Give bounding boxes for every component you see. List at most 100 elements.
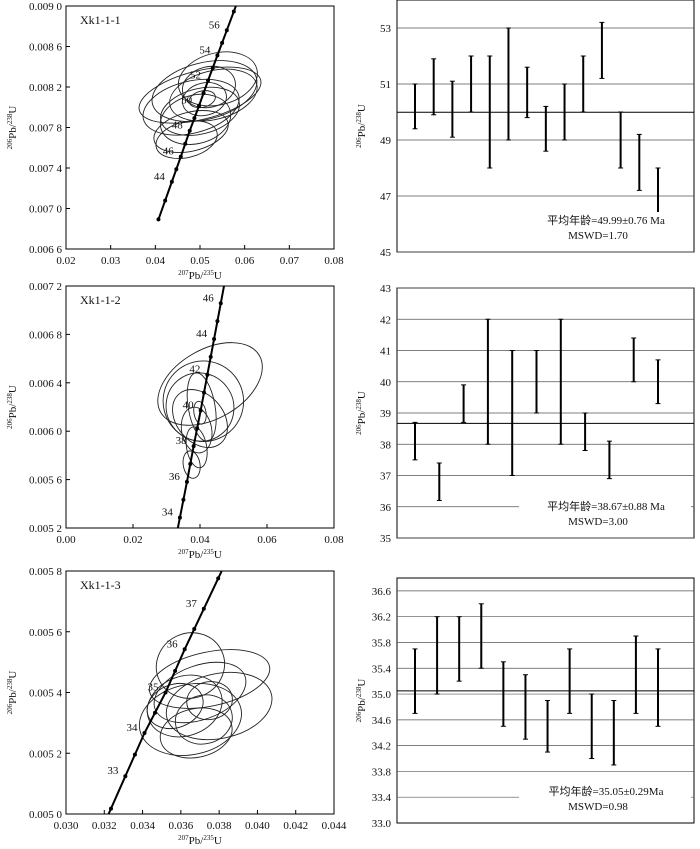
concordia-age-label: 52	[190, 70, 201, 82]
x-tick-label: 0.030	[54, 820, 79, 832]
concordia-tick-dot	[224, 28, 229, 33]
x-axis-label-part: 207	[178, 548, 189, 556]
y-tick-label: 35.0	[372, 689, 392, 701]
y-axis-label-part: Pb/	[356, 409, 368, 425]
x-tick-label: 0.034	[130, 820, 155, 832]
concordia-age-label: 46	[203, 292, 215, 304]
concordia-panel-1: 0.02 0.03 0.04 0.05 0.06 0.07 0.08 0.006 6 0.007…	[29, 1, 344, 267]
x-axis-label-text: 207Pb/235U	[178, 269, 222, 282]
sample-label: Xk1-1-1	[80, 13, 121, 27]
y-axis-label-text: 206Pb/238U	[355, 679, 368, 723]
y-axis-label: 206Pb/238U	[355, 679, 368, 723]
concordia-age-label: 36	[169, 471, 181, 483]
x-axis-label-part: U	[214, 270, 222, 282]
y-axis-label-part: Pb/	[7, 123, 19, 139]
x-tick-label: 0.03	[101, 255, 121, 267]
x-axis-label-part: 235	[203, 548, 214, 556]
y-tick-label: 0.005 4	[29, 688, 63, 700]
error-ellipse	[142, 78, 240, 136]
y-tick-label: 45	[380, 247, 392, 259]
concordia-tick-dot	[132, 752, 137, 757]
concordia-tick-dot	[215, 319, 220, 324]
y-tick-label: 41	[380, 346, 391, 358]
concordia-age-label: 44	[196, 328, 208, 340]
concordia-tick-dot	[205, 372, 210, 377]
x-tick-label: 0.044	[322, 820, 347, 832]
y-tick-label: 0.008 2	[29, 82, 62, 94]
y-axis-label-part: U	[7, 106, 19, 114]
plot-frame	[65, 5, 335, 250]
y-tick-label: 0.007 2	[29, 281, 62, 293]
concordia-age-label: 44	[154, 171, 166, 183]
concordia-age-label: 33	[107, 765, 119, 777]
y-tick-label: 0.006 4	[29, 378, 63, 390]
x-tick-label: 0.038	[207, 820, 232, 832]
concordia-tick-dot	[184, 479, 189, 484]
concordia-tick-dot	[178, 154, 183, 159]
concordia-tick-dot	[218, 301, 223, 306]
weighted-mean-panel-2: 35 36 37 38 39 40 41 42 43 平均年龄=38.67±0.88 Ma MSWD…	[380, 283, 695, 545]
concordia-tick-dot	[220, 40, 225, 45]
y-tick-label: 0.007 0	[29, 204, 63, 216]
concordia-tick-dot	[216, 576, 221, 581]
y-axis-label-part: 238	[355, 399, 363, 410]
concordia-tick-dot	[169, 179, 174, 184]
y-axis-label: 206Pb/238U	[355, 391, 368, 435]
x-tick-label: 0.00	[56, 534, 76, 546]
annotation-background	[519, 212, 691, 244]
y-tick-label: 0.005 0	[29, 809, 63, 821]
concordia-age-label: 40	[183, 399, 195, 411]
y-tick-label: 34.6	[372, 715, 392, 727]
error-ellipse	[146, 674, 223, 738]
y-axis-label-part: U	[356, 679, 368, 687]
concordia-tick-dot	[163, 198, 168, 203]
y-tick-label: 0.005 2	[29, 523, 62, 535]
y-tick-label: 42	[380, 314, 391, 326]
sample-label: Xk1-1-3	[80, 578, 121, 592]
x-axis-label-part: 235	[203, 834, 214, 842]
y-tick-label: 0.007 8	[29, 123, 63, 135]
annotation-background	[519, 783, 691, 815]
y-tick-label: 33.4	[372, 792, 392, 804]
error-ellipse	[153, 110, 229, 153]
concordia-tick-dot	[142, 731, 147, 735]
y-tick-label: 39	[380, 408, 392, 420]
x-tick-label: 0.05	[190, 255, 210, 267]
concordia-age-label: 36	[167, 638, 179, 650]
y-tick-label: 36.2	[372, 612, 391, 624]
concordia-tick-dot	[215, 53, 220, 58]
error-ellipse	[148, 649, 271, 709]
y-tick-label: 0.006 8	[29, 329, 63, 341]
y-tick-label: 33.8	[372, 766, 392, 778]
x-tick-label: 0.06	[235, 255, 255, 267]
x-tick-label: 0.06	[257, 534, 277, 546]
error-ellipse	[182, 450, 201, 479]
y-axis-label-part: U	[7, 671, 19, 679]
weighted-mean-age: 平均年龄=35.05±0.29Ma	[549, 784, 664, 798]
concordia-tick-dot	[156, 217, 161, 222]
concordia-tick-dot	[191, 444, 196, 449]
x-tick-label: 0.032	[92, 820, 117, 832]
plot-area	[107, 571, 273, 814]
error-ellipse	[153, 661, 247, 724]
concordia-age-label: 42	[189, 364, 200, 376]
concordia-tick-dot	[224, 274, 228, 278]
y-tick-label: 0.006 0	[29, 426, 63, 438]
concordia-tick-dot	[195, 426, 200, 431]
concordia-tick-dot	[192, 116, 197, 121]
concordia-tick-dot	[201, 91, 206, 96]
concordia-age-label: 37	[186, 598, 198, 610]
error-ellipse	[180, 406, 213, 454]
error-ellipse	[138, 683, 242, 756]
concordia-tick-dot	[181, 497, 186, 502]
x-axis-label-part: U	[214, 835, 222, 847]
x-axis-label-part: 235	[203, 269, 214, 277]
y-tick-label: 34.2	[372, 741, 391, 753]
y-axis-label-text: 206Pb/238U	[355, 391, 368, 435]
x-tick-label: 0.02	[56, 255, 75, 267]
concordia-tick-dot	[187, 128, 192, 133]
x-tick-label: 0.07	[280, 255, 300, 267]
y-tick-label: 49	[380, 135, 392, 147]
y-tick-label: 35.4	[372, 663, 392, 675]
x-tick-label: 0.08	[324, 534, 344, 546]
